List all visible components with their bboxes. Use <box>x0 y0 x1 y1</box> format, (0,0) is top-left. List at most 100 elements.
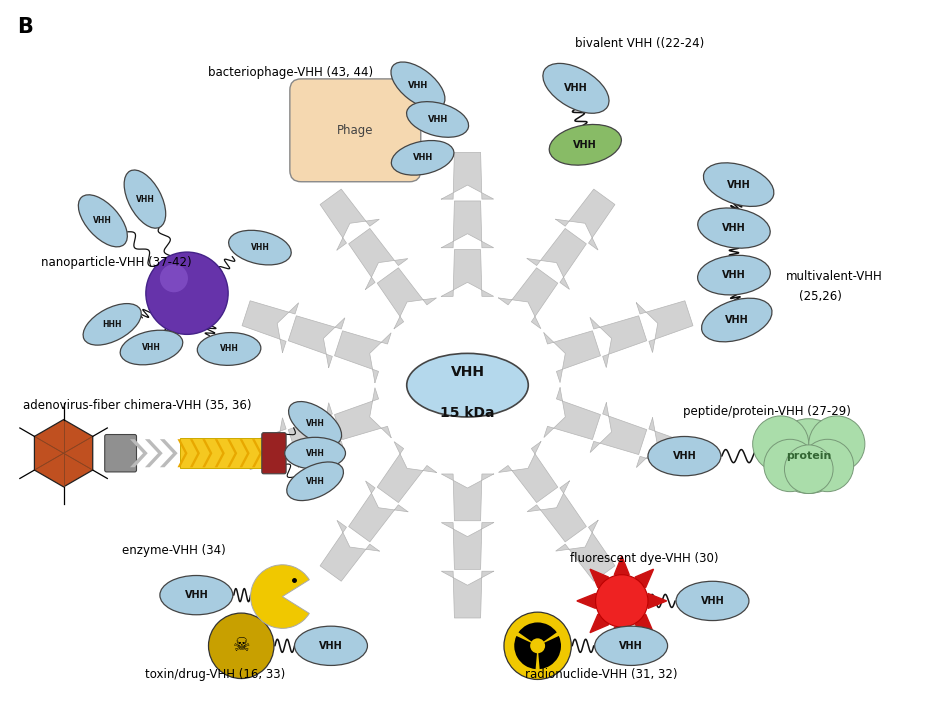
Polygon shape <box>320 521 380 581</box>
Polygon shape <box>441 474 494 521</box>
Polygon shape <box>441 201 494 248</box>
Ellipse shape <box>124 170 165 228</box>
Polygon shape <box>577 594 596 608</box>
Polygon shape <box>555 189 615 250</box>
Polygon shape <box>349 229 408 290</box>
Text: VHH: VHH <box>427 115 448 124</box>
Ellipse shape <box>289 402 341 445</box>
FancyBboxPatch shape <box>262 433 286 473</box>
Text: VHH: VHH <box>306 449 324 458</box>
Ellipse shape <box>392 140 453 175</box>
Polygon shape <box>441 152 494 199</box>
Text: (25,26): (25,26) <box>799 290 842 303</box>
Ellipse shape <box>83 303 141 345</box>
Text: VHH: VHH <box>94 216 112 225</box>
Text: enzyme-VHH (34): enzyme-VHH (34) <box>122 544 225 557</box>
Polygon shape <box>498 268 558 329</box>
Circle shape <box>771 418 846 494</box>
Polygon shape <box>648 594 667 608</box>
Text: VHH: VHH <box>408 81 428 90</box>
Polygon shape <box>441 523 494 569</box>
Text: VHH: VHH <box>220 345 238 353</box>
Polygon shape <box>288 403 345 455</box>
Text: B: B <box>17 17 33 37</box>
Wedge shape <box>538 636 561 669</box>
Text: VHH: VHH <box>722 223 746 233</box>
Text: bivalent VHH ((22-24): bivalent VHH ((22-24) <box>575 37 704 50</box>
Circle shape <box>160 264 188 292</box>
Polygon shape <box>377 442 437 502</box>
Polygon shape <box>590 614 609 633</box>
Ellipse shape <box>698 256 770 295</box>
Wedge shape <box>514 636 538 669</box>
Ellipse shape <box>284 437 346 469</box>
Text: VHH: VHH <box>412 153 433 162</box>
Ellipse shape <box>648 437 721 476</box>
Polygon shape <box>590 569 609 588</box>
Polygon shape <box>441 250 494 296</box>
Ellipse shape <box>595 626 668 665</box>
Text: VHH: VHH <box>142 343 161 352</box>
Text: VHH: VHH <box>451 365 484 379</box>
Polygon shape <box>215 439 224 467</box>
Polygon shape <box>160 439 178 467</box>
Text: VHH: VHH <box>184 590 209 600</box>
Polygon shape <box>614 627 629 646</box>
Circle shape <box>596 575 648 627</box>
Polygon shape <box>178 439 188 467</box>
Ellipse shape <box>229 230 291 265</box>
Polygon shape <box>377 268 437 329</box>
FancyBboxPatch shape <box>290 79 421 182</box>
Ellipse shape <box>407 101 468 138</box>
Ellipse shape <box>543 64 609 113</box>
Ellipse shape <box>703 163 774 206</box>
Polygon shape <box>145 439 163 467</box>
Text: fluorescent dye-VHH (30): fluorescent dye-VHH (30) <box>570 552 719 565</box>
Ellipse shape <box>295 626 367 665</box>
Ellipse shape <box>676 581 749 620</box>
Ellipse shape <box>287 462 343 500</box>
Polygon shape <box>288 316 345 368</box>
Polygon shape <box>335 331 391 382</box>
Text: VHH: VHH <box>722 270 746 280</box>
FancyBboxPatch shape <box>105 434 137 472</box>
Polygon shape <box>320 189 380 250</box>
Text: VHH: VHH <box>251 243 269 252</box>
Text: VHH: VHH <box>319 641 343 651</box>
Text: Phage: Phage <box>337 124 374 137</box>
Circle shape <box>530 639 545 653</box>
Text: peptide/protein-VHH (27-29): peptide/protein-VHH (27-29) <box>683 405 851 418</box>
Ellipse shape <box>197 332 261 366</box>
Polygon shape <box>190 439 200 467</box>
Circle shape <box>809 416 865 472</box>
Ellipse shape <box>549 125 622 165</box>
Bar <box>180 438 266 468</box>
Ellipse shape <box>407 353 528 417</box>
Polygon shape <box>35 420 93 487</box>
Text: VHH: VHH <box>725 315 749 325</box>
Text: VHH: VHH <box>136 195 154 203</box>
Text: 15 kDa: 15 kDa <box>440 406 495 420</box>
Polygon shape <box>239 439 250 467</box>
Polygon shape <box>544 331 600 382</box>
Circle shape <box>764 439 816 492</box>
Text: VHH: VHH <box>619 641 643 651</box>
Circle shape <box>504 613 571 679</box>
Polygon shape <box>590 316 647 368</box>
Text: VHH: VHH <box>306 477 324 486</box>
Polygon shape <box>637 300 693 353</box>
Polygon shape <box>590 403 647 455</box>
Ellipse shape <box>79 195 127 247</box>
Circle shape <box>753 416 809 472</box>
Ellipse shape <box>701 298 772 342</box>
Polygon shape <box>635 569 654 588</box>
Polygon shape <box>242 418 298 470</box>
Text: VHH: VHH <box>573 140 597 150</box>
Text: VHH: VHH <box>726 180 751 190</box>
Ellipse shape <box>698 208 770 248</box>
Text: bacteriophage-VHH (43, 44): bacteriophage-VHH (43, 44) <box>208 66 373 79</box>
Ellipse shape <box>160 576 233 615</box>
Wedge shape <box>251 565 309 628</box>
Text: nanoparticle-VHH (37-42): nanoparticle-VHH (37-42) <box>41 256 192 269</box>
Polygon shape <box>498 442 558 502</box>
